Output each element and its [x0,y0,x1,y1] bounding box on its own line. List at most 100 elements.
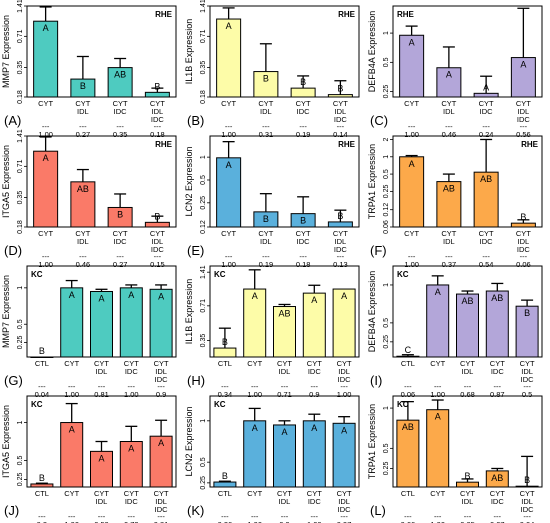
category-label: CYT [333,229,348,238]
category-label: IDC [114,237,128,246]
separator-dashes: --- [340,382,348,391]
ratio-value: 0.46 [76,260,91,269]
ratio-value: 0.24 [479,130,494,139]
category-label: CTL [35,359,49,368]
category-label: IDL [518,107,530,116]
separator-dashes: --- [221,512,229,521]
y-tick-label: 0.71 [200,29,207,43]
ratio-value: 0.59 [94,520,109,523]
separator-dashes: --- [434,512,442,521]
ratio-value: 0.9 [309,390,319,399]
significance-letter: A [311,423,317,433]
y-tick-label: 0.25 [383,184,390,198]
ratio-value: 0.34 [218,390,233,399]
y-axis-label: DEFB4A Expression [367,271,377,353]
ratio-value: 0.56 [516,130,531,139]
y-tick-label: 0.18 [200,90,207,104]
significance-letter: A [226,160,232,170]
separator-dashes: --- [79,122,87,131]
bar [327,221,353,228]
significance-letter: A [409,159,415,169]
ratio-value: 0.31 [259,130,274,139]
category-label: IDL [443,107,455,116]
separator-dashes: --- [404,382,412,391]
y-tick-label: 1 [383,155,390,159]
category-label: CYT [490,489,505,498]
category-label: CYT [441,229,456,238]
y-tick-label: 0.25 [200,196,207,210]
y-tick-label: 1 [383,406,390,410]
separator-dashes: --- [225,252,233,261]
y-axis-label: MMP7 Expression [1,15,11,88]
category-label: CYT [479,229,494,238]
ratio-value: 1.00 [247,390,262,399]
significance-letter: A [98,293,104,303]
category-label: CYT [150,99,165,108]
category-label: CYT [404,99,419,108]
significance-letter: AB [491,473,503,483]
category-label: CYT [94,489,109,498]
separator-dashes: --- [38,512,46,521]
separator-dashes: --- [157,382,165,391]
significance-letter: A [520,60,526,70]
category-label: CYT [307,359,322,368]
category-label: CYT [430,489,445,498]
significance-letter: A [69,290,75,300]
category-label: IDC [334,245,348,254]
separator-dashes: --- [128,382,136,391]
category-label: IDL [462,497,474,506]
category-label: CYT [247,359,262,368]
significance-letter: A [158,291,164,301]
category-label: IDL [279,367,291,376]
category-label: CYT [94,359,109,368]
category-label: IDC [297,107,311,116]
panel-label: (H) [187,373,205,388]
bar [144,91,170,98]
category-label: CYT [38,229,53,238]
ratio-value: 0.68 [460,390,475,399]
y-tick-label: 0.5 [383,169,390,179]
bar [399,34,425,98]
separator-dashes: --- [482,122,490,131]
y-tick-label: 0.25 [17,336,24,350]
significance-letter: AB [278,309,290,319]
chart-panel-b: 0.18 0.35 0.71 1.41 IL1B Expression RHE A CYT --… [184,0,360,139]
ratio-value: 1.00 [38,130,53,139]
significance-letter: B [39,346,45,356]
significance-letter: A [43,153,49,163]
bar [332,288,356,358]
separator-dashes: --- [311,382,319,391]
category-label: CYT [490,359,505,368]
separator-dashes: --- [494,382,502,391]
y-tick-label: 1 [383,283,390,287]
category-label: IDC [480,107,494,116]
separator-dashes: --- [482,252,490,261]
separator-dashes: --- [311,512,319,521]
bar [473,92,499,98]
category-label: CYT [516,229,531,238]
bar [33,20,59,98]
significance-letter: B [222,337,228,347]
category-label: CYT [75,99,90,108]
category-label: IDC [338,375,352,384]
plot-frame [392,135,543,228]
significance-letter: A [128,290,134,300]
separator-dashes: --- [523,512,531,521]
category-label: CTL [218,489,232,498]
significance-letter: B [154,211,160,221]
y-tick-label: 0.25 [383,335,390,349]
bar [436,181,462,228]
y-axis-label: LCN2 Expression [184,146,194,216]
separator-dashes: --- [408,122,416,131]
y-tick-label: 0.25 [383,462,390,476]
y-tick-label: 1 [17,420,24,424]
significance-letter: AB [480,174,492,184]
separator-dashes: --- [520,252,528,261]
category-label: IDL [521,367,533,376]
ratio-value: 1.00 [221,130,236,139]
separator-dashes: --- [299,252,307,261]
category-label: CYT [430,359,445,368]
y-axis-label: TRPA1 Expression [367,404,377,479]
separator-dashes: --- [494,512,502,521]
